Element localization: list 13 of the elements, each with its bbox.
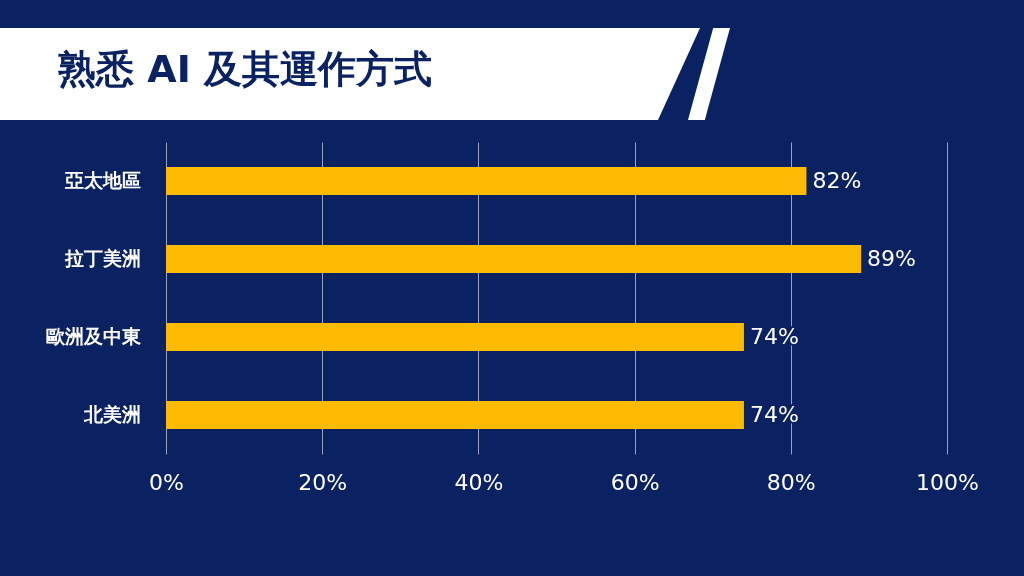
x-tick-label: 0%	[149, 469, 184, 495]
y-tick-label: 拉丁美洲	[63, 247, 141, 269]
x-tick-label: 20%	[298, 469, 348, 495]
y-tick-label: 北美洲	[82, 403, 141, 425]
chart-title: 熟悉 AI 及其運作方式	[58, 46, 433, 93]
x-tick-label: 80%	[766, 469, 816, 495]
x-tick-label: 40%	[454, 469, 504, 495]
x-tick-label: 100%	[916, 469, 979, 495]
data-label: 82%	[812, 168, 862, 193]
x-tick-label: 60%	[610, 469, 660, 495]
data-label: 89%	[867, 246, 916, 271]
y-tick-label: 亞太地區	[63, 169, 141, 191]
y-tick-label: 歐洲及中東	[45, 325, 142, 347]
